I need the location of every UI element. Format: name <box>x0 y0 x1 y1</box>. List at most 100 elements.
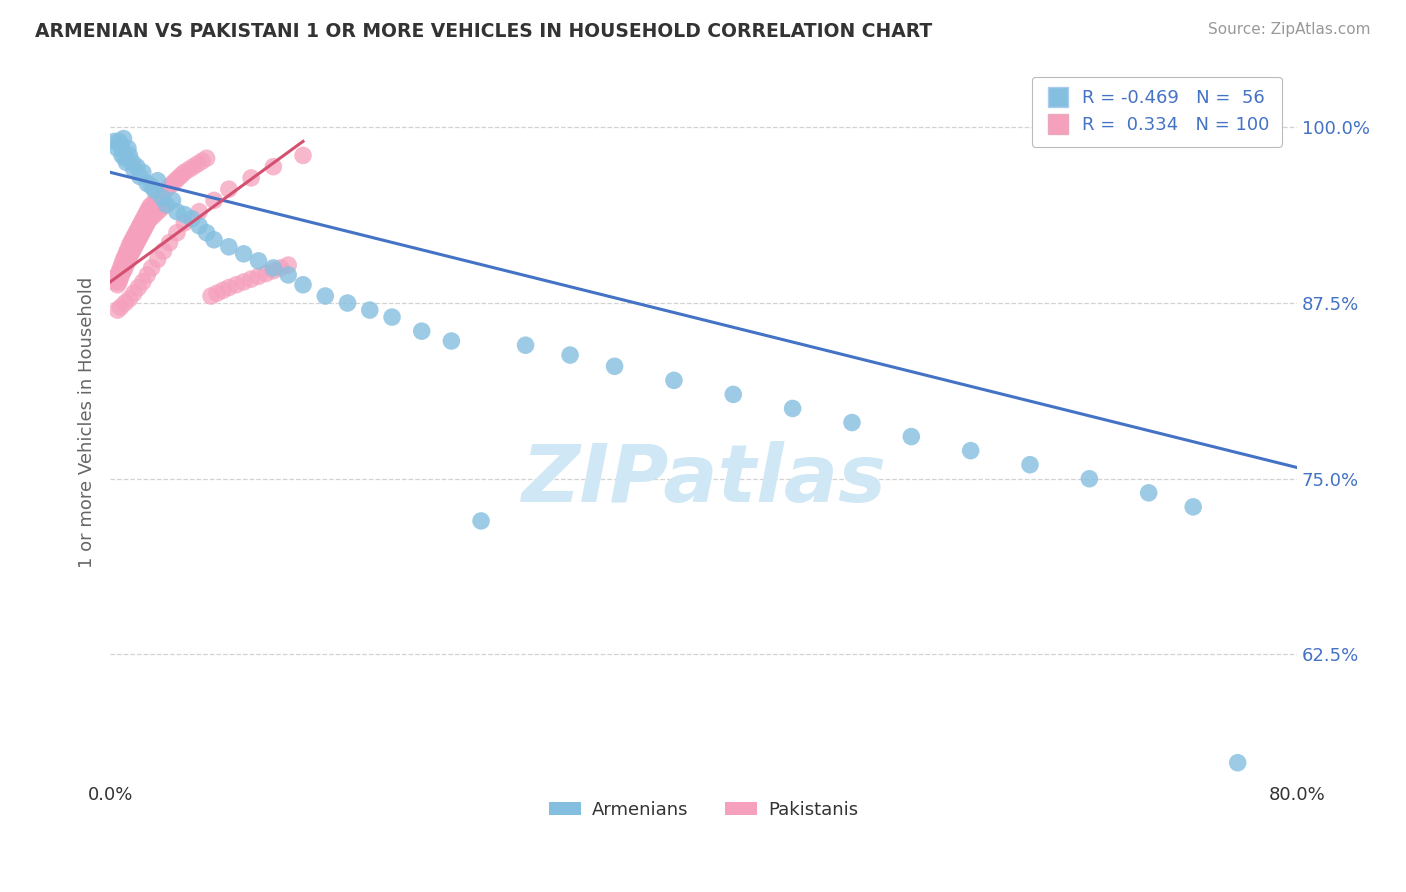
Point <box>202 233 225 247</box>
Point <box>136 204 159 219</box>
Point <box>107 303 129 318</box>
Point <box>292 148 315 162</box>
Point <box>122 286 145 301</box>
Point <box>959 443 981 458</box>
Point <box>146 252 169 267</box>
Point <box>162 194 184 208</box>
Point <box>117 253 139 268</box>
Point <box>142 196 165 211</box>
Point <box>159 235 181 250</box>
Point <box>111 257 134 271</box>
Point <box>440 334 463 348</box>
Point <box>141 179 163 194</box>
Point <box>125 160 148 174</box>
Point <box>115 245 138 260</box>
Point <box>128 169 150 184</box>
Point <box>118 148 141 162</box>
Point <box>108 275 131 289</box>
Point <box>146 174 169 188</box>
Point <box>195 226 218 240</box>
Point <box>110 300 132 314</box>
Point <box>110 260 132 275</box>
Point <box>145 194 167 208</box>
Point <box>603 359 626 374</box>
Point <box>108 134 131 148</box>
Text: Source: ZipAtlas.com: Source: ZipAtlas.com <box>1208 22 1371 37</box>
Point <box>1182 500 1205 514</box>
Text: ZIPatlas: ZIPatlas <box>522 441 886 519</box>
Point <box>1226 756 1249 770</box>
Point <box>159 179 181 194</box>
Point <box>254 267 277 281</box>
Point <box>107 141 129 155</box>
Point <box>155 182 177 196</box>
Point <box>115 257 138 271</box>
Point <box>122 162 145 177</box>
Point <box>112 252 135 267</box>
Point <box>162 177 184 191</box>
Point <box>138 202 160 216</box>
Point <box>107 277 129 292</box>
Point <box>132 165 155 179</box>
Point <box>141 260 163 275</box>
Point <box>111 141 134 155</box>
Point <box>782 401 804 416</box>
Point <box>841 416 863 430</box>
Point <box>120 235 142 250</box>
Point <box>117 141 139 155</box>
Point <box>155 197 177 211</box>
Point <box>136 216 159 230</box>
Point <box>262 160 284 174</box>
Point <box>381 310 404 324</box>
Point <box>180 211 202 226</box>
Point <box>121 233 143 247</box>
Point <box>149 202 172 216</box>
Point <box>205 286 228 301</box>
Point <box>120 247 142 261</box>
Point <box>131 216 153 230</box>
Point <box>104 134 127 148</box>
Point <box>167 170 190 185</box>
Point <box>132 213 155 227</box>
Point <box>152 244 174 258</box>
Point <box>124 238 146 252</box>
Point <box>114 151 136 165</box>
Point <box>165 174 187 188</box>
Point <box>270 260 292 275</box>
Point <box>723 387 745 401</box>
Point <box>110 270 132 285</box>
Point <box>111 148 134 162</box>
Point <box>173 216 195 230</box>
Point <box>118 250 141 264</box>
Point <box>292 277 315 292</box>
Point <box>128 219 150 233</box>
Point <box>139 199 162 213</box>
Point <box>122 241 145 255</box>
Point <box>1019 458 1042 472</box>
Point <box>121 244 143 258</box>
Point <box>146 204 169 219</box>
Point <box>1078 472 1101 486</box>
Point <box>121 155 143 169</box>
Point <box>173 165 195 179</box>
Point <box>143 184 166 198</box>
Point <box>225 277 247 292</box>
Point <box>128 230 150 244</box>
Point <box>122 230 145 244</box>
Point <box>240 272 263 286</box>
Point <box>150 187 173 202</box>
Point <box>212 284 235 298</box>
Point <box>117 243 139 257</box>
Point <box>191 154 214 169</box>
Point <box>127 233 149 247</box>
Point <box>114 296 136 310</box>
Point <box>181 160 204 174</box>
Point <box>247 253 270 268</box>
Point <box>136 268 159 282</box>
Point <box>143 207 166 221</box>
Point <box>195 151 218 165</box>
Point <box>188 219 211 233</box>
Point <box>262 263 284 277</box>
Point <box>247 269 270 284</box>
Point <box>112 131 135 145</box>
